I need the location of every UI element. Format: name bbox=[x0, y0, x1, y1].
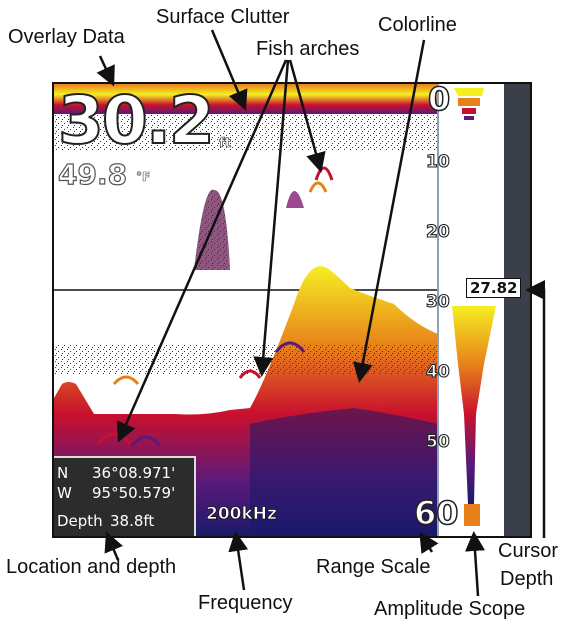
overlay-depth-unit: ft bbox=[219, 136, 231, 152]
range-scale-10: 10 bbox=[425, 151, 450, 172]
latitude-value: 36°08.971' bbox=[92, 464, 176, 482]
side-bar bbox=[504, 84, 530, 536]
range-scale-60: 60 bbox=[413, 493, 459, 533]
longitude-label: W bbox=[57, 484, 72, 502]
callout-location-depth: Location and depth bbox=[6, 556, 177, 578]
range-scale-50: 50 bbox=[425, 431, 450, 452]
callout-cursor-depth-1: Cursor bbox=[498, 540, 559, 562]
longitude-value: 95°50.579' bbox=[92, 484, 176, 502]
depth-value: 38.8ft bbox=[110, 512, 155, 530]
fish-arch-upper-3 bbox=[308, 181, 328, 193]
range-scale-0: 0 bbox=[427, 82, 451, 119]
fish-arch-lower-3 bbox=[112, 375, 140, 386]
callout-colorline: Colorline bbox=[378, 14, 457, 36]
fish-arch-upper-2 bbox=[314, 166, 334, 181]
arrow-range-scale bbox=[419, 531, 439, 555]
depth-label: Depth bbox=[57, 512, 103, 530]
cursor-depth-box: 27.82 bbox=[466, 278, 522, 298]
callout-fish-arches: Fish arches bbox=[256, 38, 360, 60]
overlay-temperature-unit: °F bbox=[136, 170, 151, 185]
frequency-label: 200kHz bbox=[206, 504, 278, 525]
range-scale-30: 30 bbox=[425, 291, 450, 312]
range-scale-40: 40 bbox=[425, 361, 450, 382]
arrow-amplitude-scope bbox=[465, 531, 485, 597]
location-depth-box: N 36°08.971' W 95°50.579' Depth 38.8ft bbox=[54, 456, 196, 536]
callout-surface-clutter: Surface Clutter bbox=[156, 6, 290, 28]
latitude-label: N bbox=[57, 464, 69, 482]
amp-scope-bottom bbox=[452, 306, 496, 504]
sonar-display[interactable]: 30.2 ft 49.8 °F 0 10 20 30 40 50 60 N 36… bbox=[52, 82, 532, 538]
overlay-temperature: 49.8 bbox=[57, 157, 128, 191]
callout-cursor-depth-2: Depth bbox=[500, 568, 554, 590]
arrow-overlay-data bbox=[96, 55, 115, 87]
callout-frequency: Frequency bbox=[198, 592, 293, 614]
overlay-depth: 30.2 bbox=[57, 82, 216, 159]
range-scale-20: 20 bbox=[425, 221, 450, 242]
amp-scope-surface bbox=[454, 88, 484, 96]
arrow-frequency bbox=[228, 531, 249, 591]
midwater-speckle bbox=[54, 344, 438, 374]
callout-range-scale: Range Scale bbox=[316, 556, 431, 578]
callout-overlay-data: Overlay Data bbox=[8, 26, 125, 48]
fish-arch-upper-1 bbox=[286, 191, 304, 208]
callout-amplitude-scope: Amplitude Scope bbox=[374, 598, 526, 620]
arrow-cursor-depth bbox=[525, 280, 546, 538]
